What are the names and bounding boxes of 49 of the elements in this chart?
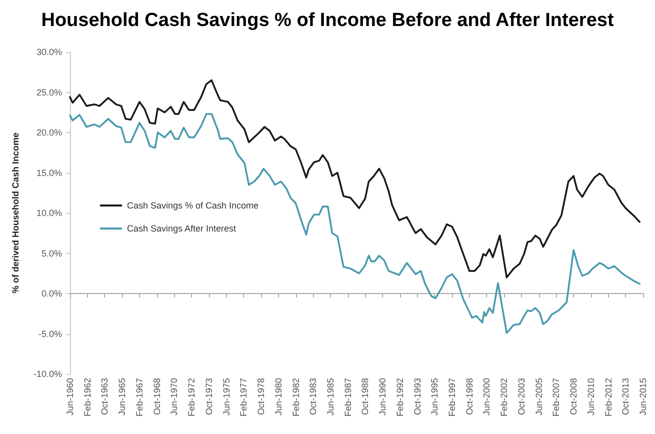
x-tick-label: Jun-2005 [534,378,544,416]
x-tick-label: Feb-1977 [238,378,249,417]
x-tick-label: Oct-2003 [516,378,526,416]
y-tick-label: 15.0% [36,168,62,178]
line-series [69,79,640,278]
x-tick-label: Oct-1993 [412,378,422,416]
x-tick-label: Feb-2007 [551,378,562,417]
y-tick-label: -5.0% [38,328,62,339]
x-tick-label: Jun-2000 [482,378,492,416]
y-tick-label: 25.0% [36,87,62,98]
x-tick-label: Feb-2002 [499,378,510,417]
x-tick-label: Oct-1968 [152,378,162,416]
x-tick-label: Jun-1960 [65,378,75,416]
x-tick-label: Oct-1983 [308,378,318,416]
y-tick-label: 20.0% [36,128,62,138]
chart-title: Household Cash Savings % of Income Before and After Interest [41,10,614,31]
x-tick-label: Jun-1970 [169,378,180,416]
x-tick-label: Jun-1995 [430,378,440,416]
x-tick-label: Oct-1998 [464,378,474,416]
x-tick-label: Jun-1990 [378,378,388,416]
y-tick-label: 0.0% [41,288,62,298]
x-tick-label: Feb-1982 [290,378,301,417]
x-tick-label: Jun-1980 [273,378,284,416]
x-tick-label: Oct-2008 [568,378,579,416]
y-tick-label: 10.0% [36,208,62,218]
x-tick-label: Feb-1962 [82,378,92,417]
legend-label: Cash Savings % of Cash Income [127,200,259,210]
x-tick-label: Feb-1967 [134,378,144,417]
line-series [69,113,640,334]
x-tick-label: Feb-1987 [342,378,353,417]
x-tick-label: Jun-2010 [586,378,596,416]
x-tick-label: Oct-1963 [100,378,110,416]
x-tick-label: Feb-2012 [603,378,614,417]
legend-label: Cash Savings After Interest [127,224,237,234]
y-axis-title: % of derived Household Cash Income [10,132,20,294]
x-tick-label: Jun-1965 [117,378,128,416]
x-tick-label: Jun-1975 [221,378,232,416]
x-tick-label: Oct-1988 [360,378,370,416]
x-tick-label: Oct-1973 [204,378,214,416]
y-tick-label: -10.0% [33,369,62,379]
x-tick-label: Jun-2015 [638,378,648,416]
x-tick-label: Feb-1972 [186,378,197,417]
x-tick-label: Oct-2013 [620,378,631,416]
x-tick-label: Feb-1997 [447,378,458,417]
y-tick-label: 30.0% [36,47,62,57]
x-tick-label: Oct-1978 [256,378,266,416]
x-tick-label: Jun-1985 [325,378,336,416]
x-tick-label: Feb-1992 [394,378,405,417]
y-tick-label: 5.0% [41,248,62,258]
